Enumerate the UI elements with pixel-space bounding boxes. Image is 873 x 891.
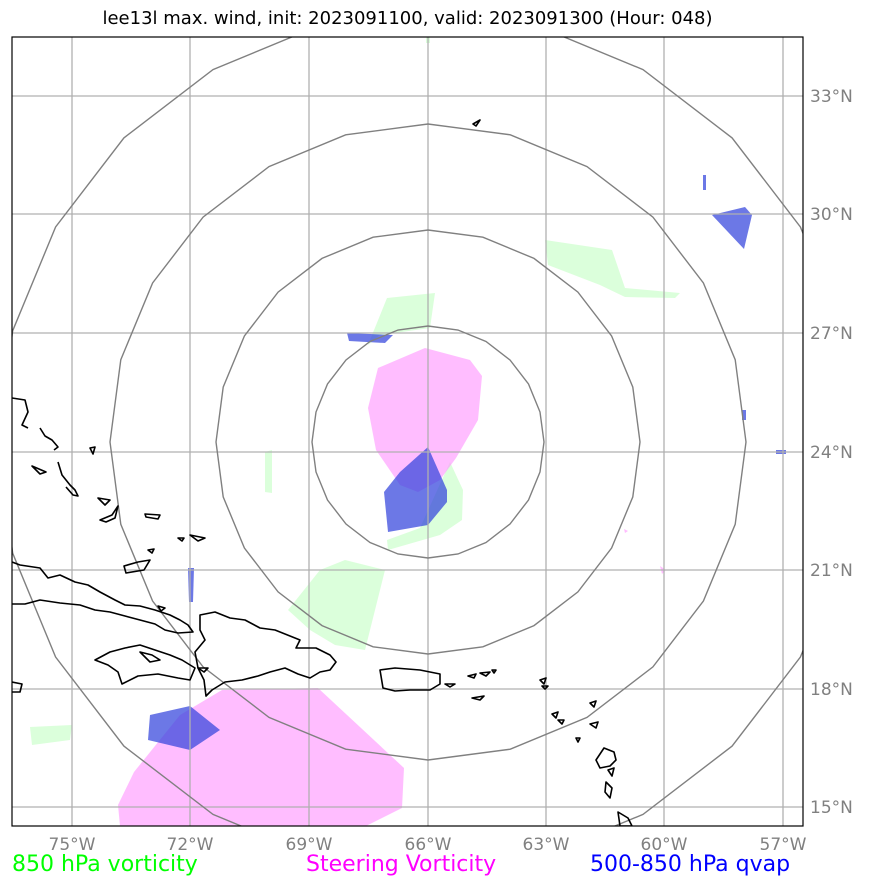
map-title: lee13l max. wind, init: 2023091100, vali… — [102, 8, 713, 29]
coastline-island — [139, 651, 161, 663]
lon-tick-label: 60°W — [641, 835, 688, 855]
coastline-island — [467, 673, 477, 679]
legend-850-hpa-vorticity: 850 hPa vorticity — [12, 852, 198, 877]
vort850-region — [368, 293, 435, 345]
coastline-florida-keys — [12, 397, 29, 429]
lat-tick-label: 30°N — [810, 205, 853, 225]
map-frame — [11, 36, 804, 827]
qvap-region — [148, 706, 220, 750]
coastline-island — [197, 667, 209, 673]
qvap-region — [384, 447, 447, 532]
map-layers — [12, 37, 803, 826]
coastline-hispaniola — [194, 611, 337, 697]
lat-tick-label: 15°N — [810, 798, 853, 818]
lat-tick-label: 33°N — [810, 87, 853, 107]
coastline-bahamas — [147, 548, 155, 554]
graticule — [12, 37, 803, 826]
coastline-bahamas — [99, 505, 119, 523]
qvap-region — [188, 568, 194, 602]
coastline-bahamas — [144, 513, 161, 520]
lon-tick-label: 63°W — [523, 835, 570, 855]
coastline-cuba — [12, 561, 194, 634]
distance-ring — [215, 229, 641, 655]
coastline-island — [491, 669, 497, 674]
vort850-region — [545, 240, 680, 298]
coastline-bermuda — [472, 119, 481, 127]
vort850-region — [265, 450, 272, 493]
lat-tick-label: 27°N — [810, 324, 853, 344]
legend-qvap: 500-850 hPa qvap — [590, 852, 791, 877]
coastline-guadeloupe — [595, 747, 617, 769]
coastline-island — [607, 767, 615, 777]
qvap-region — [712, 207, 752, 249]
coastline-island — [539, 677, 547, 685]
coastline-bahamas — [31, 465, 47, 475]
vort850-region — [30, 725, 72, 745]
coastlines — [12, 119, 633, 826]
coastline-island — [551, 711, 559, 719]
coastline-bahamas — [39, 427, 59, 451]
coastline-bahamas — [189, 534, 206, 542]
coastline-island — [157, 605, 166, 612]
steering-region — [368, 348, 482, 492]
lon-tick-label: 72°W — [167, 835, 214, 855]
coastline-island — [12, 681, 23, 693]
distance-ring — [109, 123, 747, 761]
distance-ring — [311, 325, 545, 559]
distance-ring — [12, 37, 803, 826]
coastline-bahamas — [57, 461, 79, 497]
coastline-island — [589, 721, 599, 729]
lon-tick-labels: 75°W 72°W 69°W 66°W 63°W 60°W 57°W — [49, 835, 807, 855]
lon-tick-label: 69°W — [286, 835, 333, 855]
coastline-island — [471, 695, 485, 701]
coastline-island — [575, 737, 581, 743]
qvap-layer — [148, 175, 786, 750]
coastline-puerto-rico — [379, 667, 441, 692]
vort850-region — [288, 560, 385, 650]
lat-tick-labels: 33°N 30°N 27°N 24°N 21°N 18°N 15°N — [810, 87, 853, 818]
lon-tick-label: 57°W — [760, 835, 807, 855]
lat-tick-label: 24°N — [810, 443, 853, 463]
qvap-region — [703, 175, 706, 190]
qvap-region — [347, 333, 393, 343]
coastline-island — [589, 700, 597, 708]
coastline-island — [541, 685, 549, 690]
lon-tick-label: 75°W — [49, 835, 96, 855]
coastline-island — [557, 719, 565, 725]
distance-rings — [12, 37, 803, 826]
coastline-island — [479, 671, 491, 677]
lat-tick-label: 21°N — [810, 561, 853, 581]
coastline-cuba-east — [94, 644, 196, 685]
coastline-martinique — [617, 811, 633, 826]
coastline-bahamas — [97, 497, 111, 506]
coastline-bahamas — [123, 559, 151, 574]
steering-region — [624, 529, 628, 533]
coastline-dominica — [604, 781, 613, 799]
lon-tick-label: 66°W — [405, 835, 452, 855]
legend-steering-vorticity: Steering Vorticity — [306, 852, 497, 877]
coastline-island — [444, 683, 456, 688]
coastline-bahamas — [177, 537, 185, 542]
coastline-bahamas — [89, 446, 96, 455]
lat-tick-label: 18°N — [810, 680, 853, 700]
